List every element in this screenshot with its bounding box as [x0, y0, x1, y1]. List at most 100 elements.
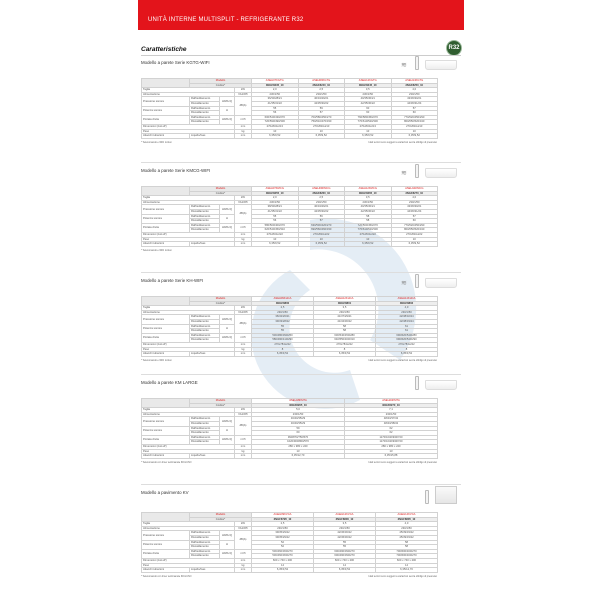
spec-table: Modello ASEH09KHCA ASEH12KHCA ASEH14KHCA Cod… [141, 295, 438, 357]
row-label: Potenza sonora [141, 323, 190, 334]
spec-section: Modello a parete Serie KMCG-WIFI ≋ Modello… [141, 162, 461, 252]
unit-label: m³/h [234, 332, 252, 343]
table-footnotes: * Telecomando con timer settimanale INCL… [141, 575, 437, 578]
mode-label: H/M/L/Q [219, 222, 235, 233]
section-title: Modello a parete Serie KGTG-WIFI [141, 60, 210, 65]
unit-label: mm [234, 351, 252, 357]
section-divider [141, 374, 461, 375]
spec-table: Modello ASEH18KMTA ASEH24KMTA Codice* 3NGF82… [141, 397, 438, 459]
product-images: ≋ [401, 274, 457, 288]
mode-label: H/M/L/Q [219, 204, 235, 215]
mode-label: H/M/L/Q [219, 96, 235, 107]
table-row: Riscaldamento 41/35/31/22 42/35/30/22 42/35… [142, 101, 438, 107]
spec-value: 6,35/9,52 [390, 241, 438, 247]
row-label: Attacchi tubazioni [141, 453, 190, 459]
spec-table: Modello ASEH07KGTG ASEH09KGTG ASEH12KGTG ASE… [141, 77, 438, 139]
page-title: Caratteristiche [141, 46, 187, 53]
remote-control-icon [415, 376, 419, 390]
product-images: ≋ [401, 56, 457, 70]
section-title: Modello a parete KM LARGE [141, 380, 198, 385]
r32-badge: R32 [446, 40, 462, 56]
blank-cell [141, 397, 190, 409]
table-row: Riscaldamento 720/590/490/330 750/610/470/… [142, 119, 438, 125]
mode-label: H/M/L/Q [219, 434, 235, 445]
row-label: Portata d'aria [141, 114, 190, 125]
footnote-right: I dati tecnici sono soggetti a variazion… [367, 574, 437, 578]
spec-table: Modello AGEH09KVCA AGEH12KVCA AGEH14KVCA Cod… [141, 511, 438, 573]
mode-label: H [219, 213, 235, 224]
wall-unit-image [425, 380, 457, 390]
footnote-right: I dati tecnici sono soggetti a variazion… [367, 358, 437, 362]
unit-label: dB(A) [234, 416, 252, 436]
table-row: Portata d'aria Raffreddamento H/M/L/Q m³/h 9… [141, 434, 438, 445]
table-row: Attacchi tubazioni Liquido/Gas mm 6,35/9,52… [141, 241, 438, 247]
product-images [415, 376, 457, 390]
spec-section: Modello a parete KM LARGE Modello ASEH18KM… [141, 374, 461, 464]
unit-label: dB(A) [234, 530, 252, 550]
table-row: Potenza sonora Raffreddamento H 55 56 58 57 [141, 213, 438, 224]
table-footnotes: * Telecomando e WiFi inclusi I dati tecni… [141, 359, 437, 362]
wifi-icon: ≋ [401, 62, 407, 69]
spec-value: 6,35/9,52 [297, 241, 345, 247]
section-title: Modello a parete Serie KH-WIFI [141, 278, 204, 283]
floor-unit-image [435, 486, 457, 504]
unit-label: mm [234, 133, 252, 139]
wall-unit-image [425, 168, 457, 178]
spec-section: Modello a parete Serie KH-WIFI ≋ Modello AS… [141, 272, 461, 362]
row-label: Portata d'aria [141, 332, 190, 343]
sub-label: Liquido/Gas [189, 351, 235, 357]
spec-value: 6,35/9,52 [313, 567, 376, 573]
table-footnotes: * Telecomando e WiFi inclusi [141, 249, 437, 252]
spec-value: 6,35/15,88 [344, 453, 438, 459]
table-header-row: Modello ASEH18KMTA ASEH24KMTA [141, 397, 438, 409]
mode-label: H/M/L/Q [219, 332, 235, 343]
table-row: Riscaldamento 620/540/450/310 690/560/460/… [142, 227, 438, 233]
table-row: Attacchi tubazioni Liquido/Gas mm 6,35/9,52… [141, 351, 438, 357]
spec-value: 6,35/9,52 [251, 351, 314, 357]
remote-control-icon [415, 56, 419, 70]
unit-label: m³/h [234, 114, 252, 125]
mode-label: H [219, 105, 235, 116]
sub-label: Liquido/Gas [189, 567, 235, 573]
mode-label: H [219, 539, 235, 550]
spec-table: Modello ASEH07KMCG ASEH09KMCG ASEH12KMCG ASE… [141, 185, 438, 247]
row-label: Portata d'aria [141, 222, 190, 233]
table-row: Attacchi tubazioni Liquido/Gas mm 6,35/9,52… [141, 567, 438, 573]
row-label: Attacchi tubazioni [141, 567, 190, 573]
page-header: UNITÀ INTERNE MULTISPLIT - REFRIGERANTE … [138, 0, 464, 30]
table-row: Attacchi tubazioni Liquido/Gas mm 6,35/12,7… [141, 453, 438, 459]
spec-value: 6,35/12,70 [375, 567, 438, 573]
mode-label: H [219, 323, 235, 334]
unit-label: dB(A) [234, 314, 252, 334]
mode-label: H/M/L/Q [219, 548, 235, 559]
unit-label: m³/h [234, 222, 252, 233]
footnote-left: * Telecomando e WiFi inclusi [141, 248, 172, 252]
mode-label: H [219, 425, 235, 436]
spec-value: 6,35/9,52 [251, 567, 314, 573]
row-label: Potenza sonora [141, 539, 190, 550]
mode-label: H/M/L/Q [219, 530, 235, 541]
footnote-left: * Telecomando e WiFi inclusi [141, 358, 172, 362]
remote-control-icon [415, 164, 419, 178]
section-divider [141, 272, 461, 273]
mode-label: H/M/L/Q [219, 416, 235, 427]
blank-cell [141, 185, 190, 197]
sub-label: Liquido/Gas [189, 133, 235, 139]
row-label: Attacchi tubazioni [141, 133, 190, 139]
table-row: Portata d'aria Raffreddamento H/M/L/Q m³/h 5… [141, 332, 438, 343]
footnote-left: * Telecomando con timer settimanale INCL… [141, 574, 192, 578]
blank-cell [141, 295, 190, 307]
product-images: ≋ [401, 164, 457, 178]
spec-value: 6,35/9,52 [344, 241, 392, 247]
spec-value: 6,35/9,52 [390, 133, 438, 139]
section-divider [141, 484, 461, 485]
wall-unit-image [425, 278, 457, 288]
row-label: Attacchi tubazioni [141, 351, 190, 357]
row-label: Portata d'aria [141, 548, 190, 559]
section-title: Modello a pavimento KV [141, 490, 189, 495]
spec-value: 6,35/9,52 [251, 133, 299, 139]
unit-label: mm [234, 567, 252, 573]
table-row: Portata d'aria Raffreddamento H/M/L/Q m³/h 5… [141, 222, 438, 233]
row-label: Potenza sonora [141, 425, 190, 436]
footnote-left: * Telecomando e WiFi inclusi [141, 140, 172, 144]
